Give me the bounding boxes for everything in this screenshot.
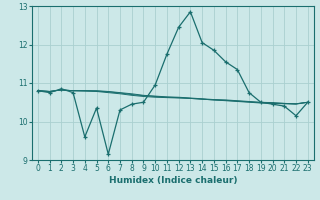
X-axis label: Humidex (Indice chaleur): Humidex (Indice chaleur) <box>108 176 237 185</box>
